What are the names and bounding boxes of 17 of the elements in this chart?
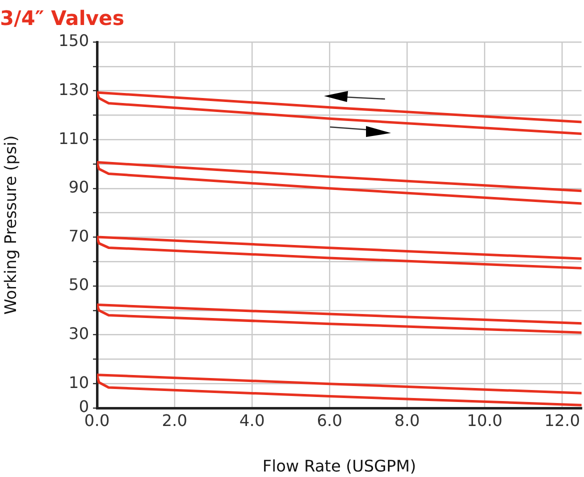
chart-title: 3/4″ Valves	[0, 6, 124, 30]
x-tick-label: 2.0	[162, 410, 188, 430]
x-tick-label: 8.0	[394, 410, 420, 430]
y-tick-label: 150	[58, 31, 89, 50]
y-tick-label: 50	[68, 275, 89, 294]
x-tick-label: 6.0	[316, 410, 342, 430]
y-axis-title: Working Pressure (psi)	[0, 135, 20, 315]
x-tick-label: 10.0	[466, 410, 502, 430]
x-tick-label: 12.0	[544, 410, 580, 430]
x-tick-label: 4.0	[239, 410, 265, 430]
x-axis-title: Flow Rate (USGPM)	[262, 456, 416, 476]
y-tick-label: 90	[68, 178, 89, 197]
y-tick-label: 10	[68, 372, 89, 392]
y-tick-label: 110	[58, 128, 89, 148]
y-tick-label: 130	[58, 80, 89, 99]
y-tick-label: 30	[68, 324, 89, 343]
y-tick-label: 70	[68, 226, 89, 246]
